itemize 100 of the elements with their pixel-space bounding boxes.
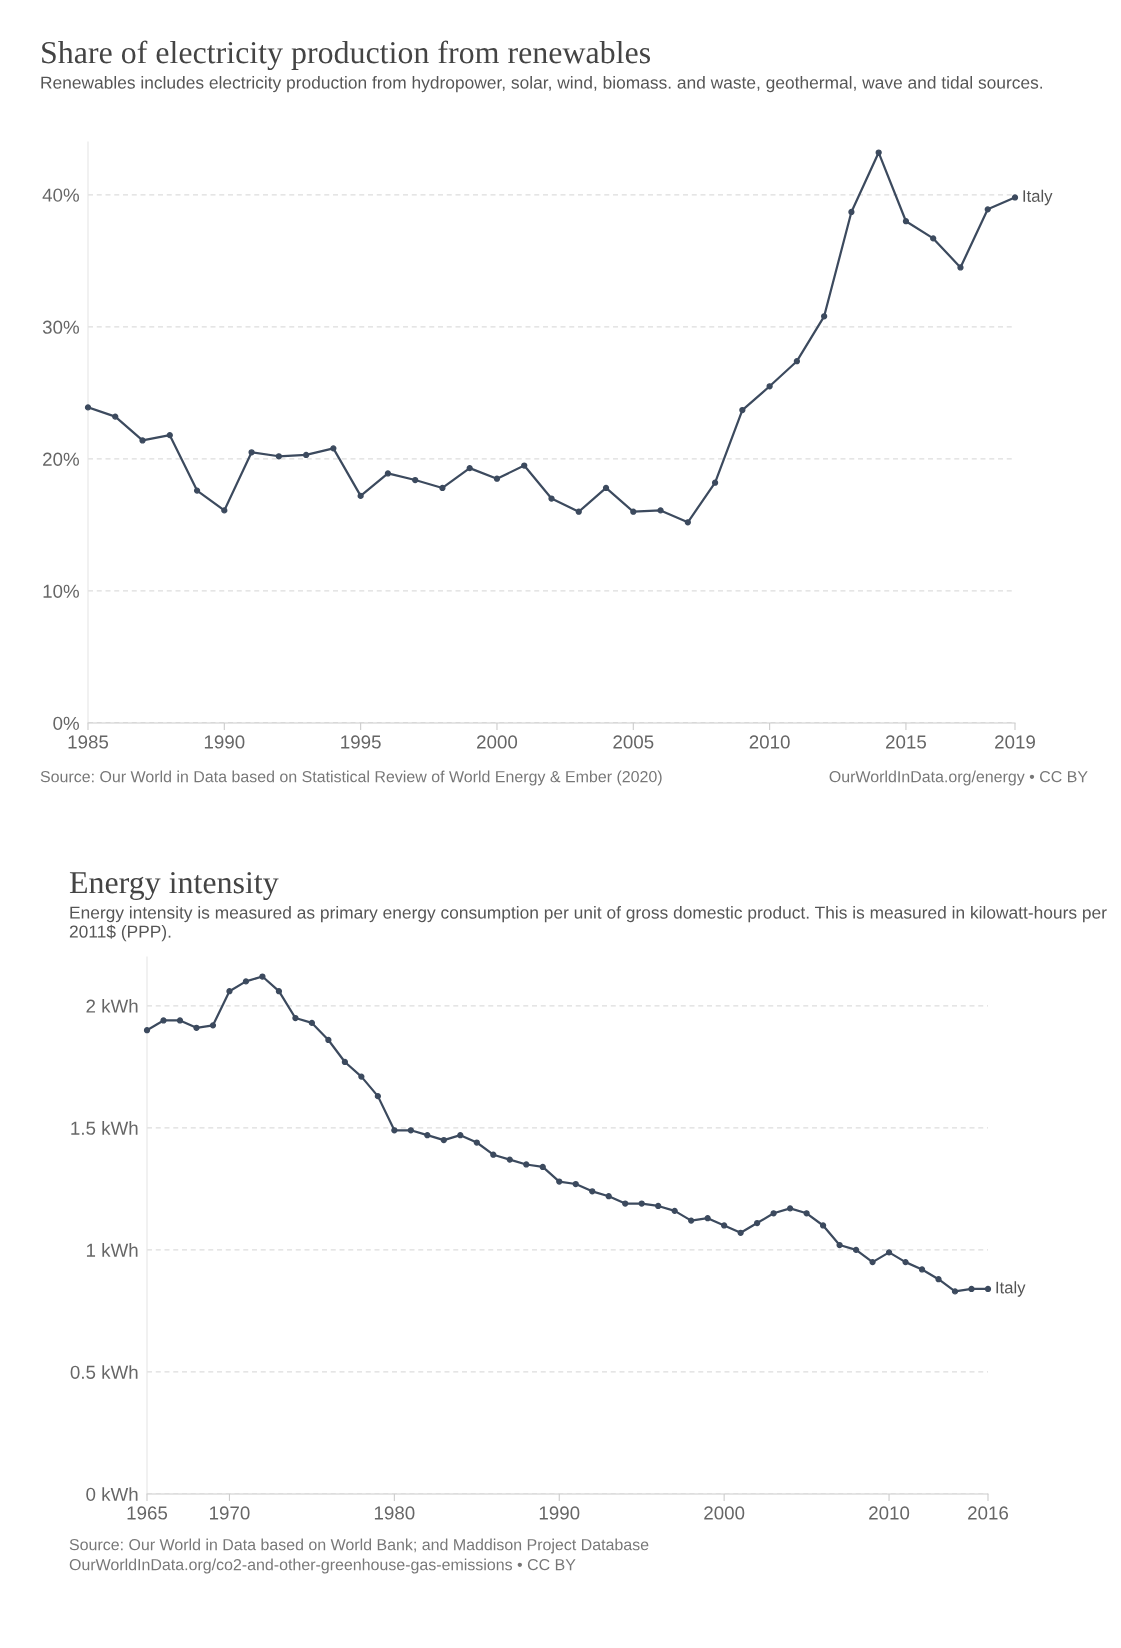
point	[589, 1188, 596, 1195]
point	[160, 1017, 167, 1024]
point	[275, 453, 282, 460]
point	[819, 1222, 827, 1229]
point	[684, 519, 691, 526]
point	[539, 1163, 546, 1171]
point	[166, 432, 173, 439]
x-tick-label: 2000	[704, 1506, 745, 1520]
point	[739, 406, 746, 414]
point	[885, 1249, 893, 1256]
point	[391, 1127, 398, 1134]
point	[325, 1036, 332, 1044]
point	[292, 1014, 299, 1022]
y-tick-label: 10%	[43, 584, 79, 598]
point	[848, 208, 855, 216]
text: OurWorldInData.org/energy • CC BY	[829, 770, 1088, 786]
y-tick-label: 20%	[43, 452, 79, 466]
point	[193, 487, 201, 494]
point	[655, 1202, 662, 1210]
x-tick-label: 1990	[204, 735, 245, 749]
point	[930, 235, 937, 242]
point	[412, 476, 419, 484]
point	[466, 465, 473, 472]
source-note: Source: Our World in Data based on Statistical Review of World Energy & Ember (2020)	[40, 770, 662, 786]
point	[473, 1139, 480, 1146]
point	[193, 1024, 200, 1031]
x-tick-label: 2005	[613, 735, 654, 749]
point	[341, 1058, 349, 1066]
point	[737, 1229, 744, 1236]
point	[493, 475, 501, 482]
point	[984, 206, 991, 213]
x-tick-label: 1995	[341, 735, 381, 749]
point	[407, 1127, 414, 1134]
point	[308, 1019, 316, 1027]
y-tick-label: 0%	[53, 716, 79, 730]
point	[869, 1258, 876, 1266]
point	[226, 988, 233, 995]
x-tick-label: 1985	[68, 735, 109, 749]
point	[176, 1017, 184, 1024]
point	[786, 1205, 794, 1212]
point	[766, 383, 773, 390]
point	[622, 1200, 629, 1207]
point	[605, 1193, 612, 1200]
point	[704, 1215, 711, 1222]
point	[556, 1178, 563, 1185]
x-tick-label: 1965	[127, 1506, 168, 1520]
point	[143, 1027, 151, 1034]
point	[259, 973, 266, 980]
x-tick-label: 2019	[995, 735, 1035, 749]
y-tick-label: 2 kWh	[86, 999, 138, 1013]
point	[575, 508, 582, 515]
point	[902, 1258, 909, 1266]
point	[548, 495, 555, 502]
point	[112, 413, 119, 420]
chart-title: Energy intensity	[69, 871, 279, 900]
point	[803, 1210, 810, 1217]
x-tick-label: 2000	[477, 735, 518, 749]
point	[630, 508, 637, 515]
point	[139, 437, 146, 444]
point	[770, 1210, 777, 1217]
point	[221, 507, 228, 514]
point	[657, 507, 664, 514]
point	[836, 1241, 843, 1249]
point	[711, 479, 719, 486]
point	[602, 484, 610, 492]
point	[209, 1022, 217, 1029]
point	[330, 445, 337, 452]
y-tick-label: 30%	[42, 320, 79, 334]
chart-subtitle: Renewables includes electricity production from hydropower, solar, wind, biomass. and waste, geothermal, wave and tidal sources.	[41, 76, 1043, 93]
point	[968, 1285, 975, 1293]
series-label: Italy	[996, 1281, 1026, 1297]
x-tick-label: 2015	[886, 735, 927, 749]
y-tick-label: 40%	[42, 188, 79, 202]
y-tick-label: 0.5 kWh	[70, 1365, 138, 1379]
point	[357, 492, 364, 500]
point	[984, 1285, 992, 1293]
point	[821, 313, 828, 320]
x-tick-label: 2016	[968, 1506, 1009, 1520]
point	[457, 1132, 464, 1139]
point	[935, 1276, 942, 1283]
point	[358, 1073, 365, 1080]
point	[875, 149, 882, 156]
y-tick-label: 1.5 kWh	[71, 1121, 138, 1135]
point	[302, 451, 310, 459]
point	[490, 1151, 497, 1158]
point	[275, 988, 283, 995]
x-tick-label: 1990	[539, 1506, 580, 1520]
x-tick-label: 2010	[749, 735, 790, 749]
x-tick-label: 1970	[210, 1506, 250, 1520]
text: OurWorldInData.org/co2-and-other-greenhouse-gas-emissions • CC BY	[69, 1558, 576, 1574]
point	[439, 484, 446, 492]
y-tick-label: 0 kWh	[86, 1487, 138, 1501]
point	[638, 1200, 645, 1207]
point	[754, 1219, 761, 1227]
point	[506, 1156, 513, 1163]
point	[242, 978, 250, 985]
point	[374, 1093, 381, 1100]
y-tick-label: 1 kWh	[86, 1243, 138, 1257]
point	[424, 1132, 431, 1139]
point	[902, 218, 910, 225]
